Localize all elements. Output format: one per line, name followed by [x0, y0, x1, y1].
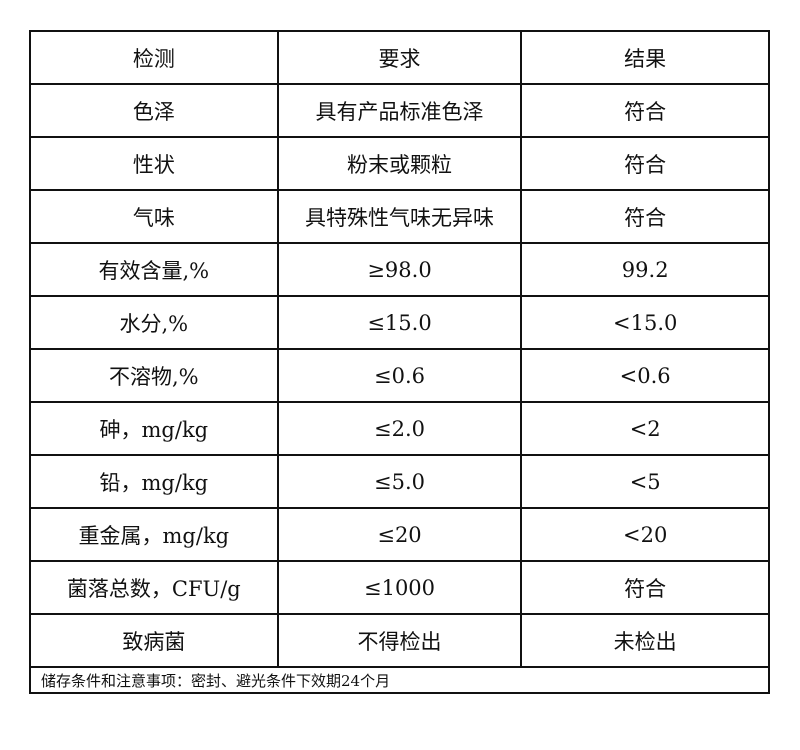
item-cell: 有效含量,% [29, 242, 279, 297]
table-row: 重金属，mg/kg ≤20 <20 [29, 507, 770, 562]
item-cell: 性状 [29, 136, 279, 191]
item-cell: 气味 [29, 189, 279, 244]
item-cell: 重金属，mg/kg [29, 507, 279, 562]
header-cell: 检测 [29, 30, 279, 85]
requirement-cell: ≤15.0 [276, 295, 523, 350]
inspection-table: 检测 要求 结果 色泽 具有产品标准色泽 符合 性状 粉末或颗粒 符合 气味 具特殊性气味无异… [29, 30, 770, 694]
result-cell: <5 [520, 454, 770, 509]
result-cell: 未检出 [520, 613, 770, 668]
table-row: 不溶物,% ≤0.6 <0.6 [29, 348, 770, 403]
result-cell: <2 [520, 401, 770, 456]
header-row: 检测 要求 结果 [29, 30, 770, 85]
item-cell: 菌落总数，CFU/g [29, 560, 279, 615]
item-cell: 致病菌 [29, 613, 279, 668]
header-cell: 要求 [276, 30, 523, 85]
requirement-cell: ≤0.6 [276, 348, 523, 403]
result-cell: 符合 [520, 83, 770, 138]
item-cell: 铅，mg/kg [29, 454, 279, 509]
result-cell: 99.2 [520, 242, 770, 297]
item-cell: 砷，mg/kg [29, 401, 279, 456]
result-cell: 符合 [520, 136, 770, 191]
table-row: 致病菌 不得检出 未检出 [29, 613, 770, 668]
table-row: 性状 粉末或颗粒 符合 [29, 136, 770, 191]
result-cell: <0.6 [520, 348, 770, 403]
requirement-cell: ≤1000 [276, 560, 523, 615]
requirement-cell: ≥98.0 [276, 242, 523, 297]
table-row: 菌落总数，CFU/g ≤1000 符合 [29, 560, 770, 615]
requirement-cell: ≤20 [276, 507, 523, 562]
result-cell: <15.0 [520, 295, 770, 350]
requirement-cell: ≤2.0 [276, 401, 523, 456]
footer-row: 储存条件和注意事项：密封、避光条件下效期24个月 [29, 666, 770, 694]
result-cell: <20 [520, 507, 770, 562]
requirement-cell: 粉末或颗粒 [276, 136, 523, 191]
item-cell: 不溶物,% [29, 348, 279, 403]
item-cell: 水分,% [29, 295, 279, 350]
header-cell: 结果 [520, 30, 770, 85]
requirement-cell: 不得检出 [276, 613, 523, 668]
result-cell: 符合 [520, 560, 770, 615]
table-row: 气味 具特殊性气味无异味 符合 [29, 189, 770, 244]
table-row: 水分,% ≤15.0 <15.0 [29, 295, 770, 350]
result-cell: 符合 [520, 189, 770, 244]
table-row: 砷，mg/kg ≤2.0 <2 [29, 401, 770, 456]
storage-note: 储存条件和注意事项：密封、避光条件下效期24个月 [29, 666, 770, 694]
table-row: 铅，mg/kg ≤5.0 <5 [29, 454, 770, 509]
table-row: 有效含量,% ≥98.0 99.2 [29, 242, 770, 297]
table-row: 色泽 具有产品标准色泽 符合 [29, 83, 770, 138]
requirement-cell: 具特殊性气味无异味 [276, 189, 523, 244]
requirement-cell: ≤5.0 [276, 454, 523, 509]
item-cell: 色泽 [29, 83, 279, 138]
requirement-cell: 具有产品标准色泽 [276, 83, 523, 138]
